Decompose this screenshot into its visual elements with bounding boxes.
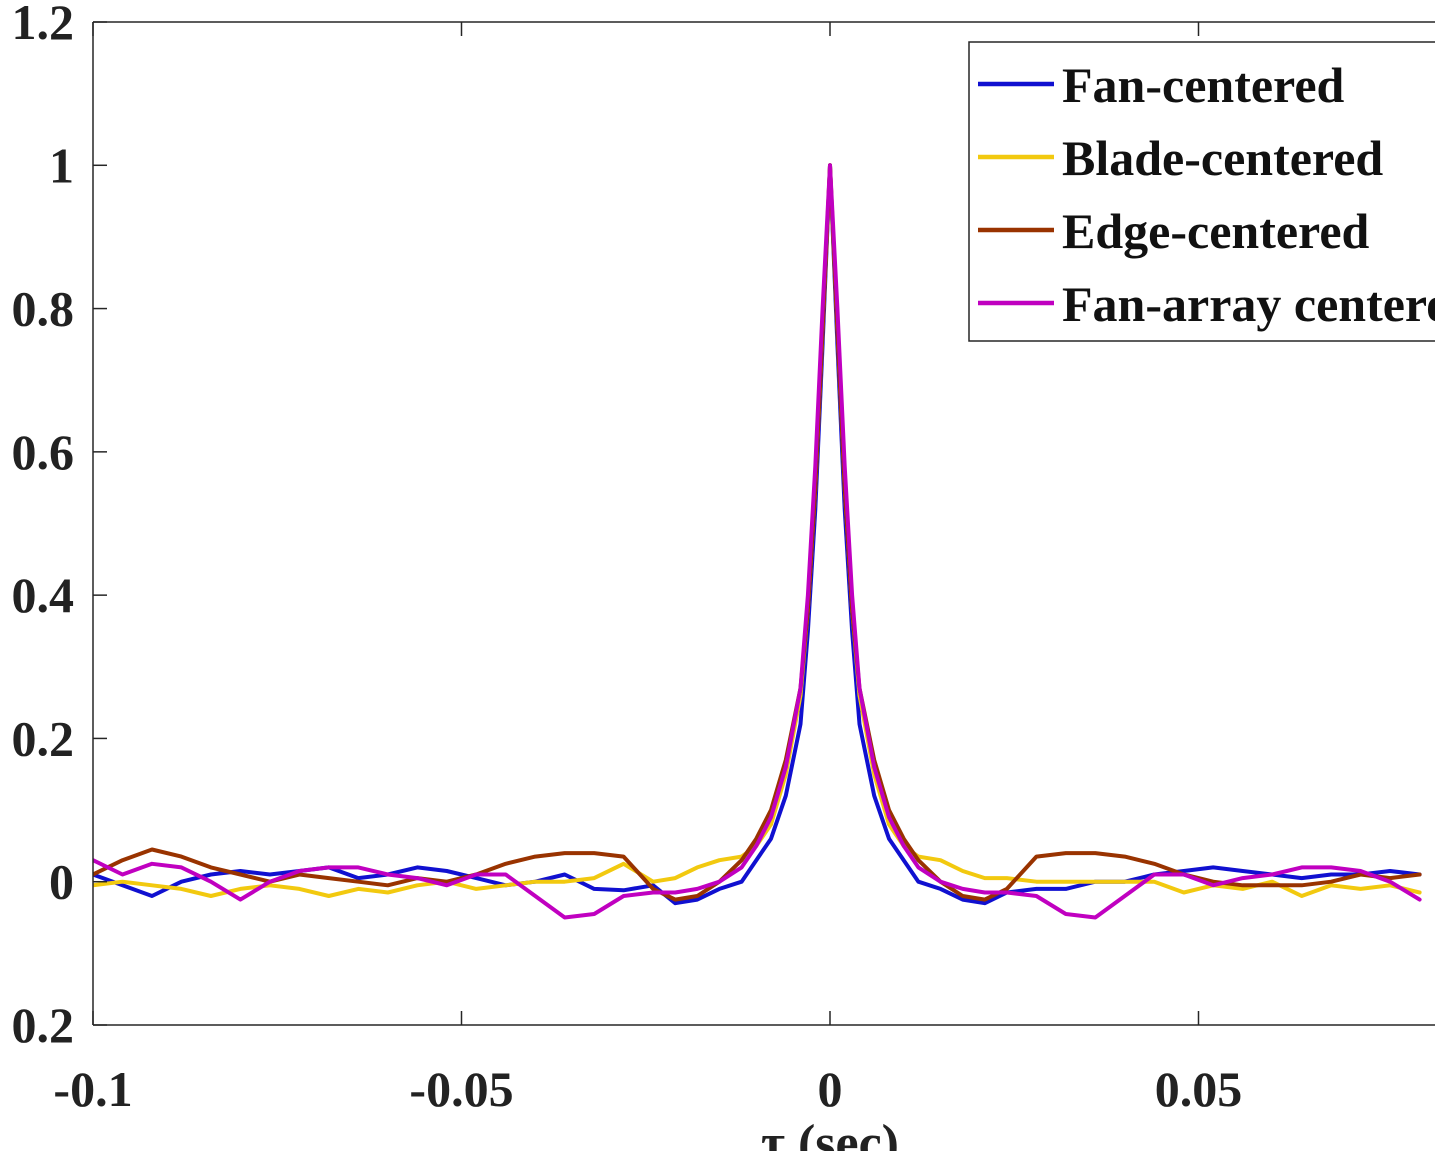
x-tick-label: -0.05	[409, 1061, 513, 1117]
y-tick-label: 0.8	[12, 281, 75, 337]
legend-box	[968, 41, 1435, 342]
y-tick-label: 0.2	[12, 997, 75, 1053]
series-line-fan-array-centered	[93, 163, 1422, 920]
y-tick-label: 0	[49, 854, 74, 910]
x-tick-label: 0.05	[1155, 1061, 1243, 1117]
y-tick-label: 0.4	[12, 567, 75, 623]
legend: Fan-centered Blade-centered Edge-centered F…	[968, 41, 1435, 342]
legend-label: Fan-array centered	[1062, 276, 1435, 332]
y-tick-label: 0.2	[12, 710, 75, 766]
y-tick-label: 0.6	[12, 424, 75, 480]
legend-label: Edge-centered	[1062, 203, 1370, 259]
y-tick-label: 1	[49, 137, 74, 193]
y-tick-label: 1.2	[12, 0, 75, 50]
legend-label: Fan-centered	[1062, 57, 1345, 113]
x-axis-label: τ (sec)	[761, 1115, 899, 1151]
x-tick-label: 0	[818, 1061, 843, 1117]
x-tick-label: -0.1	[53, 1061, 132, 1117]
legend-label: Blade-centered	[1062, 130, 1383, 186]
